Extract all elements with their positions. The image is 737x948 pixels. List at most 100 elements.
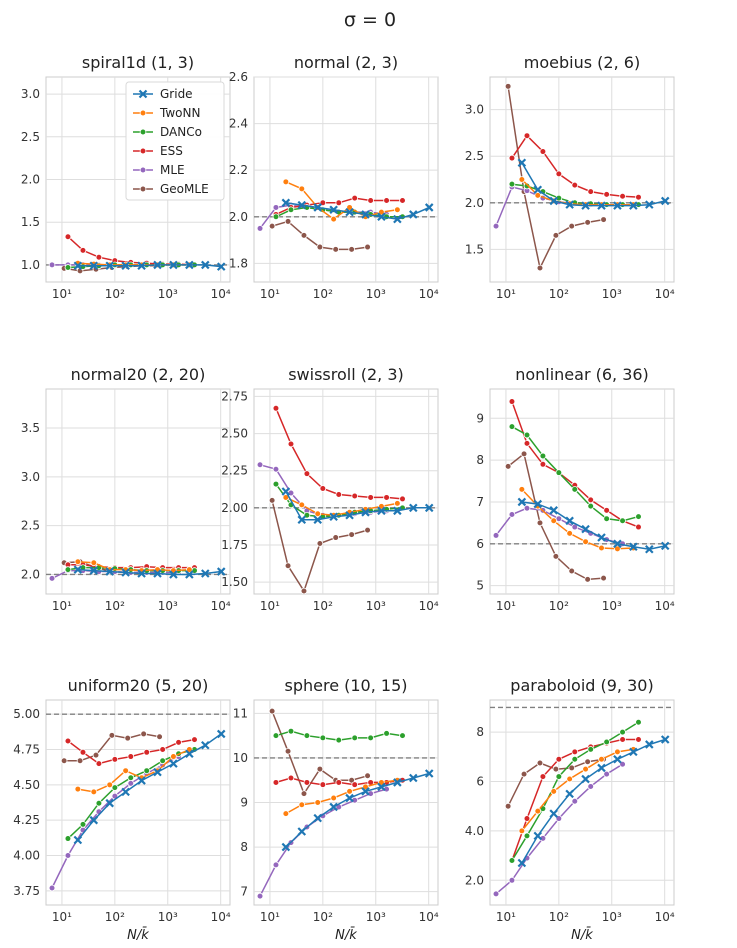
point-ess [159,746,166,753]
point-danco [508,180,516,188]
series-group [48,729,226,892]
point-gride [424,503,434,513]
point-danco [587,746,595,753]
y-tick-label: 9 [240,796,248,810]
point-danco [635,718,642,726]
point-gride [377,506,386,516]
point-ess [111,756,119,763]
point-danco [64,566,72,573]
y-tick-label: 2.75 [221,389,248,403]
panel-title: sphere (10, 15) [284,676,407,695]
point-ess [64,233,72,241]
y-tick-label: 4.50 [13,778,40,792]
y-tick-label: 8 [240,840,248,854]
point-stroke [581,201,590,210]
point-stroke [281,487,291,496]
point-geomle [536,264,544,272]
point-gride [361,508,370,517]
point-gride [565,516,574,526]
y-tick-label: 9 [476,411,484,425]
point-geomle [124,734,132,742]
panel-paraboloid-9-30: paraboloid (9, 30) 10¹ 10² 10³ 10⁴ 2.0 4.0 6 8 N/… [465,676,675,943]
point-mle [256,461,264,469]
point-stroke [565,789,574,799]
point-geomle [268,497,276,504]
legend-label: Gride [160,87,193,101]
point-geomle [364,243,371,251]
point-twonn [170,753,177,760]
point-gride [121,787,130,797]
point-gride [393,778,402,787]
point-stroke [105,798,114,808]
figure-suptitle: σ = 0 [344,9,396,31]
point-twonn [582,765,589,773]
point-twonn [378,503,385,510]
point-gride [645,544,654,554]
point-geomle [504,463,512,470]
legend-marker [139,128,147,136]
panel-nonlinear-6-36: nonlinear (6, 36) 10¹ 10² 10³ 10⁴ 5 6 7 8 9 [476,365,675,613]
series-group [256,405,434,594]
point-ess [635,736,642,743]
point-geomle [348,246,355,253]
point-gride [185,749,194,759]
point-danco [319,734,327,742]
point-twonn [550,517,558,525]
y-tick-label: 3.0 [21,87,40,101]
point-stroke [361,508,370,517]
point-geomle [552,765,560,773]
point-stroke [645,740,654,749]
point-gride [581,524,590,534]
point-danco [508,423,516,430]
point-gride [73,261,83,271]
y-tick-label: 2.6 [229,70,248,84]
point-gride [345,207,354,217]
point-ess [523,132,531,140]
x-tick-label: 10³ [366,287,386,301]
y-tick-label: 3.75 [13,884,40,898]
series-group [256,178,434,253]
point-stroke [137,261,146,271]
point-ess [143,749,151,756]
point-danco [555,469,563,476]
point-twonn [518,827,526,835]
legend-marker [139,109,147,117]
point-stroke [629,747,638,757]
point-stroke [201,569,210,578]
point-gride [549,196,558,206]
y-tick-label: 3.0 [465,103,484,117]
point-ess [351,194,359,202]
point-ess [64,737,72,745]
point-ess [587,496,595,504]
point-stroke [613,201,622,210]
series-group [256,707,434,900]
point-stroke [660,735,670,744]
point-stroke [89,261,99,271]
y-tick-label: 7 [476,495,484,509]
point-danco [79,821,87,828]
series-group [492,83,670,272]
point-twonn [362,783,369,791]
x-tick-label: 10¹ [496,287,516,301]
panel-title: paraboloid (9, 30) [510,676,653,695]
point-ess [367,494,374,501]
x-tick-label: 10² [549,287,569,301]
point-stroke [313,813,322,823]
point-stroke [121,261,130,271]
point-gride [105,261,114,271]
point-stroke [137,776,146,785]
point-geomle [600,574,607,582]
point-stroke [409,503,418,513]
point-stroke [581,524,590,534]
point-twonn [582,538,589,546]
plot-area [489,76,675,283]
x-tick-label: 10³ [602,287,622,301]
y-tick-label: 10 [233,751,248,765]
point-gride [313,515,322,525]
point-gride [73,835,83,845]
point-twonn [598,544,605,552]
point-geomle [568,222,576,230]
panel-uniform20-5-20: uniform20 (5, 20) 10¹ 10² 10³ 10⁴ 3.75 4.00 4.2… [13,676,231,943]
point-stroke [645,200,654,209]
